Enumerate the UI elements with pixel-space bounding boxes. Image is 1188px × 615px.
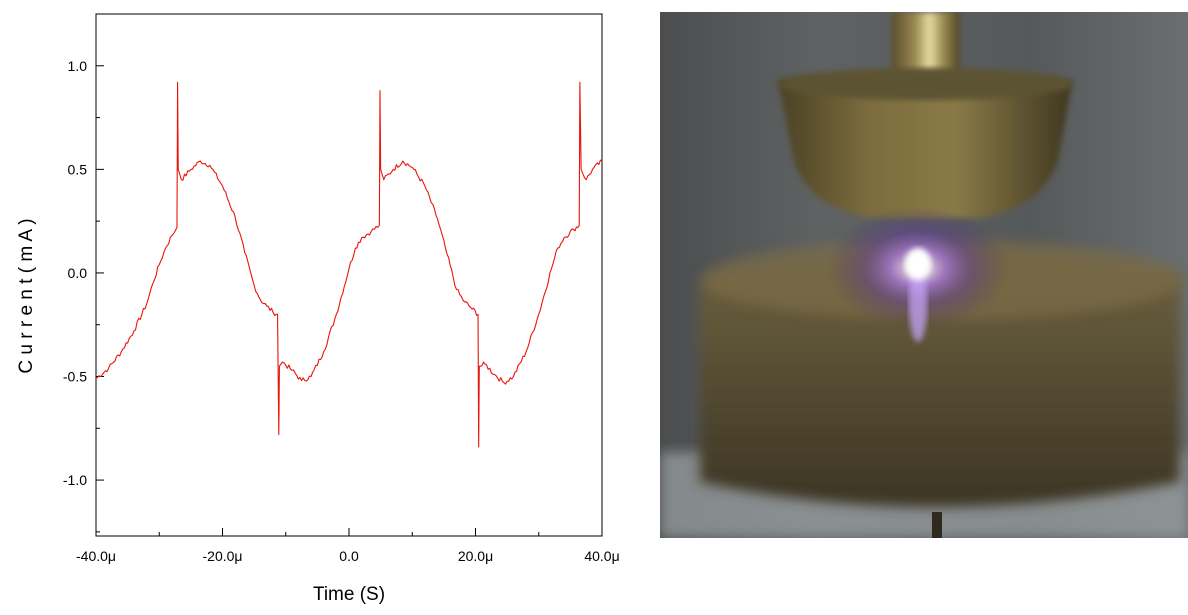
x-minor-ticks (158, 532, 540, 536)
x-tick-label-4: 40.0μ (584, 548, 619, 564)
x-tick-labels: -40.0μ -20.0μ 0.0 20.0μ 40.0μ (76, 548, 620, 564)
current-vs-time-chart: 1.0 0.5 0.0 -0.5 -1.0 -40.0μ -20.0μ 0.0 20.0μ 40… (16, 13, 620, 605)
plasma-glow-tail (909, 266, 927, 342)
y-tick-label-4: -1.0 (63, 472, 87, 488)
series-layer (95, 81, 603, 448)
upper-electrode-rim (778, 68, 1074, 100)
y-axis-title: C u r r e n t ( m A ) (16, 218, 37, 373)
y-tick-label-0: 1.0 (68, 58, 88, 74)
x-axis-title: Time (S) (313, 584, 385, 605)
current-trace-series-0 (95, 81, 603, 448)
x-axis-ticks (95, 528, 603, 536)
stand-post (932, 512, 942, 538)
y-minor-ticks (96, 13, 100, 533)
y-axis-ticks (96, 65, 104, 481)
x-tick-label-0: -40.0μ (76, 548, 116, 564)
y-tick-labels: 1.0 0.5 0.0 -0.5 -1.0 (63, 58, 87, 488)
plasma-glow-core (905, 248, 931, 280)
y-tick-label-2: 0.0 (68, 265, 88, 281)
y-tick-label-1: 0.5 (68, 161, 88, 177)
x-tick-label-2: 0.0 (339, 548, 359, 564)
lower-electrode-base (700, 254, 1180, 507)
upper-electrode-cup (778, 72, 1072, 219)
plot-frame (95, 13, 603, 537)
y-tick-label-3: -0.5 (63, 369, 87, 385)
plasma-photo (660, 12, 1188, 538)
x-tick-label-1: -20.0μ (203, 548, 243, 564)
chart-svg: 1.0 0.5 0.0 -0.5 -1.0 -40.0μ -20.0μ 0.0 20.0μ 40… (16, 13, 620, 605)
upper-electrode-rod (892, 12, 960, 78)
x-tick-label-3: 20.0μ (458, 548, 493, 564)
plasma-photo-image (660, 12, 1188, 538)
